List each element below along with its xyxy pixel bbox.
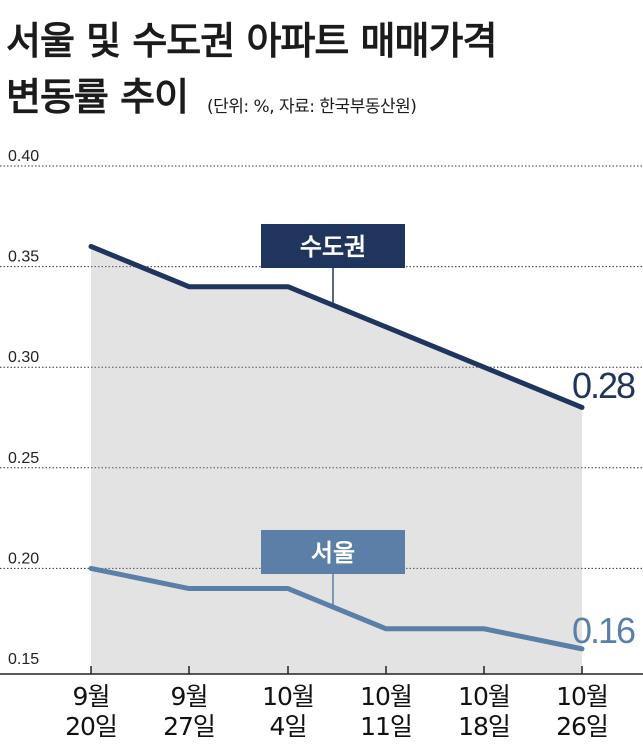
end-value-label: 0.16 (572, 610, 635, 651)
y-tick-label: 0.40 (8, 148, 39, 165)
series-label: 수도권 (300, 233, 366, 261)
x-tick-label-month: 10월 (556, 682, 608, 711)
x-tick-label-day: 27일 (163, 712, 215, 741)
series-label-box (261, 224, 405, 268)
x-tick-label-month: 9월 (171, 682, 208, 711)
y-tick-label: 0.35 (8, 249, 39, 266)
x-tick-label-day: 18일 (458, 712, 510, 741)
series-label-box (261, 530, 405, 574)
y-tick-label: 0.25 (8, 450, 39, 467)
x-tick-label-month: 9월 (73, 682, 110, 711)
x-tick-label-month: 10월 (262, 682, 314, 711)
series-line-seoul (88, 565, 585, 652)
unit-source-note: (단위: %, 자료: 한국부동산원) (207, 97, 417, 117)
chart-title-line2: 변동률 추이 (6, 75, 189, 119)
x-tick-label-month: 10월 (458, 682, 510, 711)
y-tick-label: 0.30 (8, 349, 39, 366)
chart-title-line1: 서울 및 수도권 아파트 매매가격 (6, 19, 497, 63)
y-tick-label: 0.20 (8, 550, 39, 567)
x-tick-label-day: 20일 (65, 712, 117, 741)
end-value-label: 0.28 (572, 365, 635, 406)
series-line-sudogwon (88, 243, 585, 410)
area-fill (91, 246, 582, 675)
x-tick-label-month: 10월 (360, 682, 412, 711)
y-tick-label: 0.15 (8, 651, 39, 668)
x-tick-label-day: 11일 (360, 712, 412, 741)
x-tick-label-day: 4일 (270, 712, 307, 741)
series-label: 서울 (311, 539, 355, 567)
x-tick-label-day: 26일 (556, 712, 608, 741)
